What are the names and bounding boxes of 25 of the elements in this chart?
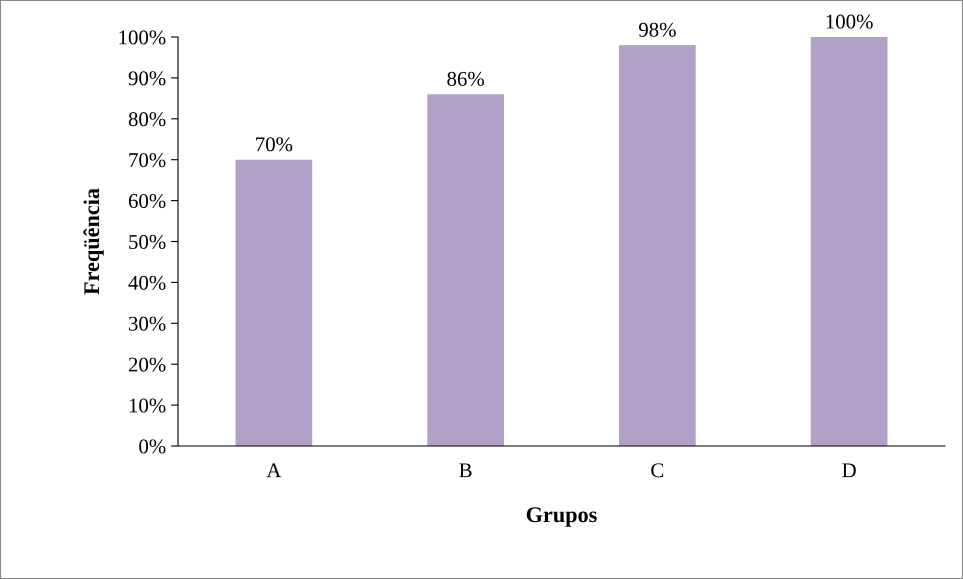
- bar: [427, 94, 504, 446]
- y-tick-label: 100%: [119, 30, 166, 44]
- data-label: 100%: [826, 14, 873, 29]
- y-tick-label: 0%: [139, 439, 166, 454]
- y-tick-label: 30%: [129, 316, 166, 331]
- bar: [810, 37, 888, 446]
- bar: [236, 160, 312, 446]
- y-axis-title: Freqüência: [83, 188, 104, 295]
- x-tick-label: C: [651, 463, 664, 478]
- y-tick-label: 90%: [128, 71, 166, 86]
- bar: [619, 45, 696, 446]
- x-tick-label: A: [266, 463, 282, 478]
- y-tick-label: 40%: [128, 276, 166, 290]
- data-label: 70%: [256, 137, 292, 152]
- y-tick-label: 70%: [129, 153, 166, 168]
- y-tick-label: 50%: [129, 234, 166, 249]
- y-tick-label: 20%: [128, 358, 166, 372]
- data-label: 98%: [638, 22, 676, 37]
- x-tick-label: B: [459, 463, 472, 478]
- data-label: 86%: [447, 72, 484, 86]
- x-tick-label: D: [842, 463, 856, 478]
- y-tick-label: 60%: [128, 194, 166, 208]
- x-axis-title: Grupos: [526, 507, 597, 527]
- y-tick-label: 80%: [128, 112, 166, 126]
- y-tick-label: 10%: [130, 398, 166, 413]
